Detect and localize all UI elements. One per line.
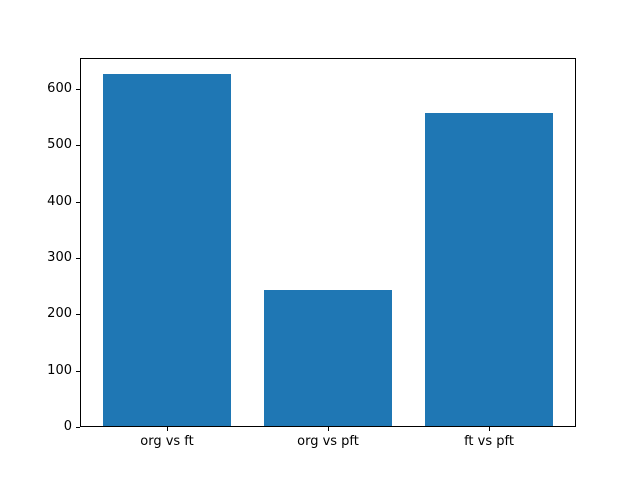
y-tick-label: 600: [47, 81, 72, 96]
y-tick-label: 0: [63, 419, 72, 434]
y-tick-mark: [76, 427, 80, 428]
y-tick-label: 400: [47, 194, 72, 209]
y-tick-mark: [76, 202, 80, 203]
x-tick-label: ft vs pft: [464, 434, 514, 449]
y-tick-label: 300: [47, 250, 72, 265]
bar-org-vs-pft: [264, 290, 392, 426]
y-tick-mark: [76, 371, 80, 372]
y-tick-mark: [76, 258, 80, 259]
y-tick-label: 500: [47, 137, 72, 152]
bar-org-vs-ft: [103, 74, 231, 426]
x-tick-label: org vs ft: [140, 434, 194, 449]
x-tick-mark: [328, 427, 329, 431]
y-tick-mark: [76, 145, 80, 146]
bar-ft-vs-pft: [425, 113, 553, 426]
axes: [80, 58, 576, 427]
y-tick-label: 200: [47, 306, 72, 321]
x-tick-mark: [167, 427, 168, 431]
y-tick-label: 100: [47, 363, 72, 378]
x-tick-label: org vs pft: [297, 434, 359, 449]
y-tick-mark: [76, 314, 80, 315]
x-tick-mark: [489, 427, 490, 431]
y-tick-mark: [76, 89, 80, 90]
